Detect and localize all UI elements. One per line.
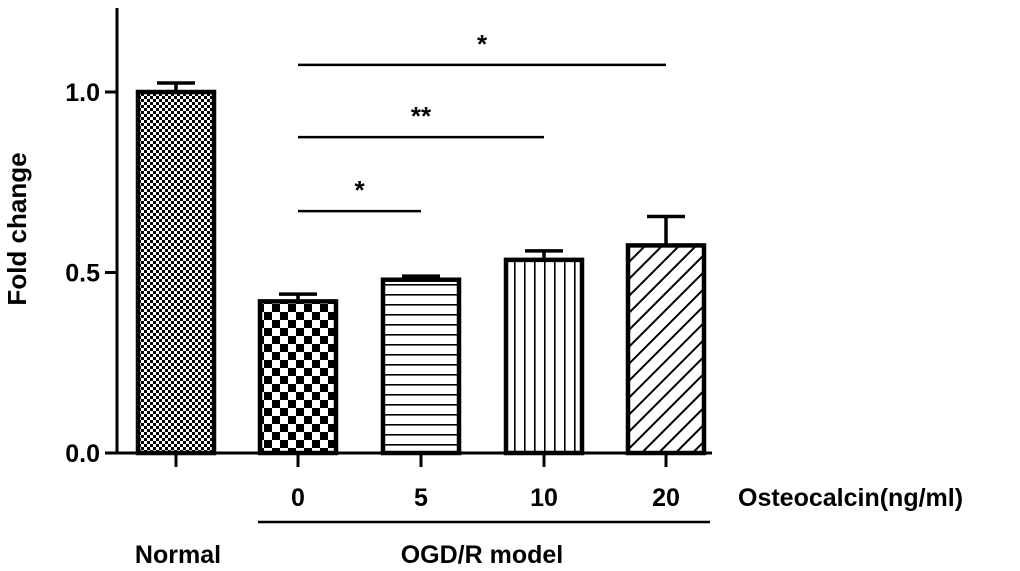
bar-10 xyxy=(503,257,585,456)
y-tick-label: 0.0 xyxy=(65,440,100,468)
bar-normal xyxy=(135,89,217,456)
model-group-label: OGD/R model xyxy=(401,541,564,569)
y-tick-label: 0.5 xyxy=(65,260,100,288)
x-tick-label: 10 xyxy=(530,484,558,512)
bar-20 xyxy=(625,243,707,456)
x-tick-label: 20 xyxy=(652,484,680,512)
bar-0 xyxy=(257,299,339,456)
y-axis-label: Fold change xyxy=(2,152,32,305)
osteocalcin-axis-label: Osteocalcin(ng/ml) xyxy=(738,484,963,512)
significance-brackets: **** xyxy=(298,29,666,213)
bars xyxy=(135,81,707,456)
bar-5 xyxy=(380,277,462,456)
x-tick-label: 0 xyxy=(291,484,305,512)
normal-group-label: Normal xyxy=(135,541,221,569)
x-tick-label: 5 xyxy=(414,484,428,512)
y-tick-label: 1.0 xyxy=(65,79,100,107)
significance-label: * xyxy=(354,175,365,205)
significance-label: ** xyxy=(411,101,432,131)
significance-label: * xyxy=(477,29,488,59)
